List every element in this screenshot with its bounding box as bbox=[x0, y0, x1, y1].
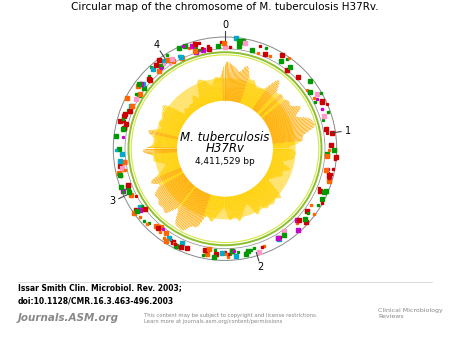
Text: Clinical Microbiology: Clinical Microbiology bbox=[378, 308, 443, 313]
Circle shape bbox=[178, 102, 272, 196]
Text: Learn more at journals.asm.org/content/permissions: Learn more at journals.asm.org/content/p… bbox=[144, 319, 283, 324]
Text: Issar Smith Clin. Microbiol. Rev. 2003;: Issar Smith Clin. Microbiol. Rev. 2003; bbox=[18, 283, 182, 292]
Text: M. tuberculosis: M. tuberculosis bbox=[180, 131, 270, 144]
Text: 3: 3 bbox=[110, 196, 116, 207]
Text: 0: 0 bbox=[222, 20, 228, 30]
Text: Journals.ASM.org: Journals.ASM.org bbox=[18, 313, 119, 323]
Text: Reviews: Reviews bbox=[378, 314, 404, 319]
Text: H37Rv: H37Rv bbox=[206, 142, 244, 155]
Text: 4,411,529 bp: 4,411,529 bp bbox=[195, 156, 255, 166]
Title: Circular map of the chromosome of M. tuberculosis H37Rv.: Circular map of the chromosome of M. tub… bbox=[71, 2, 379, 12]
Text: 2: 2 bbox=[258, 262, 264, 272]
Text: doi:10.1128/CMR.16.3.463-496.2003: doi:10.1128/CMR.16.3.463-496.2003 bbox=[18, 297, 174, 306]
Text: 1: 1 bbox=[345, 126, 351, 136]
Text: This content may be subject to copyright and license restrictions.: This content may be subject to copyright… bbox=[144, 313, 318, 318]
Text: 4: 4 bbox=[153, 41, 159, 50]
